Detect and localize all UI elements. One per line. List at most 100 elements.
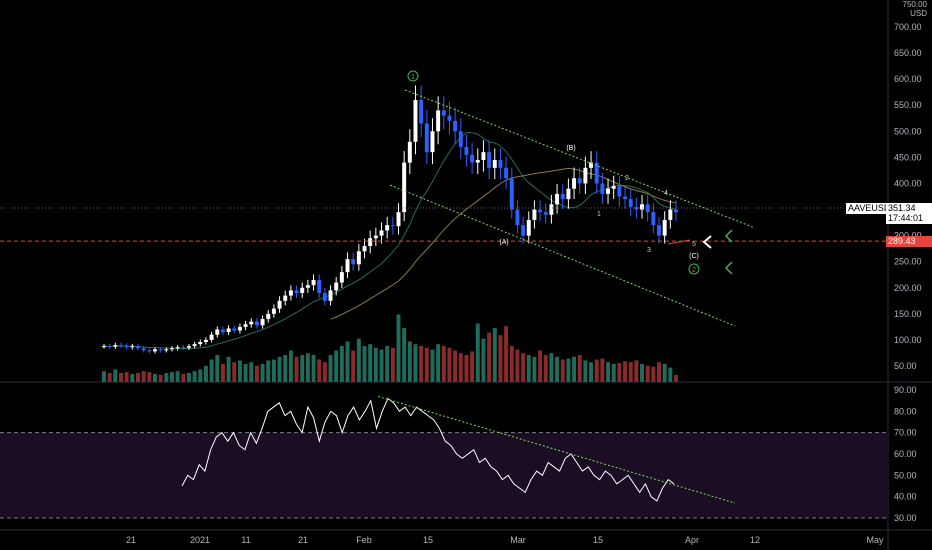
candle-body xyxy=(560,193,565,200)
rsi-pane[interactable]: 30.00 40.00 50.00 60.00 70.00 80.00 90.00 xyxy=(0,385,917,523)
rsi-tick-label: 80.00 xyxy=(894,406,917,416)
time-axis[interactable]: 21 2021 11 21 Feb 15 Mar 15 Apr 12 May xyxy=(0,529,932,545)
candle-body xyxy=(266,313,271,320)
time-tick-label: Mar xyxy=(510,535,526,545)
volume-bar xyxy=(317,359,322,382)
volume-bar xyxy=(277,356,282,382)
candle-body xyxy=(413,100,418,142)
candle-body xyxy=(209,334,214,340)
volume-bar xyxy=(243,364,248,382)
candle-body xyxy=(351,259,356,265)
candle-body xyxy=(345,259,350,273)
volume-bar xyxy=(192,371,197,382)
candle-body xyxy=(362,246,367,252)
volume-bar xyxy=(453,350,458,382)
chevron-white-icon xyxy=(702,235,712,249)
subwave-label-2: 2 xyxy=(625,175,629,182)
candle-body xyxy=(198,342,203,345)
candle-body xyxy=(192,344,197,347)
candle-body xyxy=(328,290,333,301)
wave-label-B: (B) xyxy=(566,145,575,152)
candle-body xyxy=(334,282,339,291)
time-tick-label: Feb xyxy=(356,535,372,545)
moving-average-fast xyxy=(103,132,677,349)
volume-bar xyxy=(521,353,526,382)
volume-bar xyxy=(283,355,288,382)
volume-bar xyxy=(464,355,469,382)
volume-bar xyxy=(492,328,497,382)
volume-bar xyxy=(107,373,112,382)
volume-bar xyxy=(328,355,333,382)
candle-body xyxy=(498,159,503,168)
volume-bar xyxy=(288,350,293,382)
candle-body xyxy=(169,348,174,350)
volume-bar xyxy=(175,371,180,382)
volume-bar xyxy=(254,365,259,382)
volume-bar xyxy=(209,359,214,382)
volume-bar xyxy=(266,360,271,382)
volume-bar xyxy=(424,347,429,382)
volume-bar xyxy=(362,346,367,382)
candle-body xyxy=(458,131,463,147)
volume-bar xyxy=(113,369,118,382)
volume-bar xyxy=(164,373,169,382)
volume-bar xyxy=(583,360,588,382)
candle-body xyxy=(606,188,611,194)
volume-bar xyxy=(198,369,203,382)
volume-bar xyxy=(300,355,305,382)
candle-body xyxy=(181,347,186,349)
volume-bar xyxy=(232,362,237,382)
rsi-tick-label: 60.00 xyxy=(894,449,917,459)
candle-body xyxy=(555,193,560,205)
candle-body xyxy=(447,115,452,121)
candle-body xyxy=(543,212,548,215)
volume-bar xyxy=(651,366,656,382)
candle-body xyxy=(135,346,140,349)
volume-bar xyxy=(475,323,480,382)
candle-body xyxy=(481,152,486,160)
candle-body xyxy=(152,349,157,352)
candle-body xyxy=(651,212,656,226)
candle-body xyxy=(492,159,497,168)
candle-body xyxy=(436,110,441,132)
candle-body xyxy=(322,292,327,301)
candle-body xyxy=(317,279,322,293)
volume-bar xyxy=(215,355,220,382)
candle-body xyxy=(232,328,237,331)
rsi-band xyxy=(0,432,888,518)
volume-bar xyxy=(577,355,582,382)
rsi-tick-label: 90.00 xyxy=(894,385,917,395)
candle-body xyxy=(532,209,537,220)
candle-body xyxy=(526,219,531,236)
price-tick-label: 450.00 xyxy=(894,152,922,162)
volume-bar xyxy=(555,356,560,382)
volume-bar xyxy=(458,353,463,382)
symbol-tag: AAVEUSD xyxy=(846,203,891,214)
candle-body xyxy=(158,349,163,351)
candle-body xyxy=(464,146,469,155)
candle-body xyxy=(124,345,129,348)
volume-bar xyxy=(181,373,186,382)
candle-body xyxy=(396,212,401,227)
candle-body xyxy=(339,272,344,283)
time-tick-label: 15 xyxy=(593,535,603,545)
candle-body xyxy=(113,345,118,347)
rsi-tick-label: 70.00 xyxy=(894,428,917,438)
candle-body xyxy=(288,290,293,296)
volume-bar xyxy=(147,372,152,382)
candle-body xyxy=(186,346,191,348)
rsi-tick-label: 50.00 xyxy=(894,470,917,480)
candle-body xyxy=(368,238,373,247)
volume-bar xyxy=(141,371,146,382)
candle-body xyxy=(419,100,424,124)
volume-bar xyxy=(119,373,123,382)
candle-body xyxy=(589,162,594,168)
candle-body xyxy=(407,141,412,163)
candle-body xyxy=(215,329,220,335)
volume-bar xyxy=(158,374,163,382)
candle-body xyxy=(226,328,231,333)
candle-body xyxy=(260,319,265,326)
candle-body xyxy=(385,225,390,231)
